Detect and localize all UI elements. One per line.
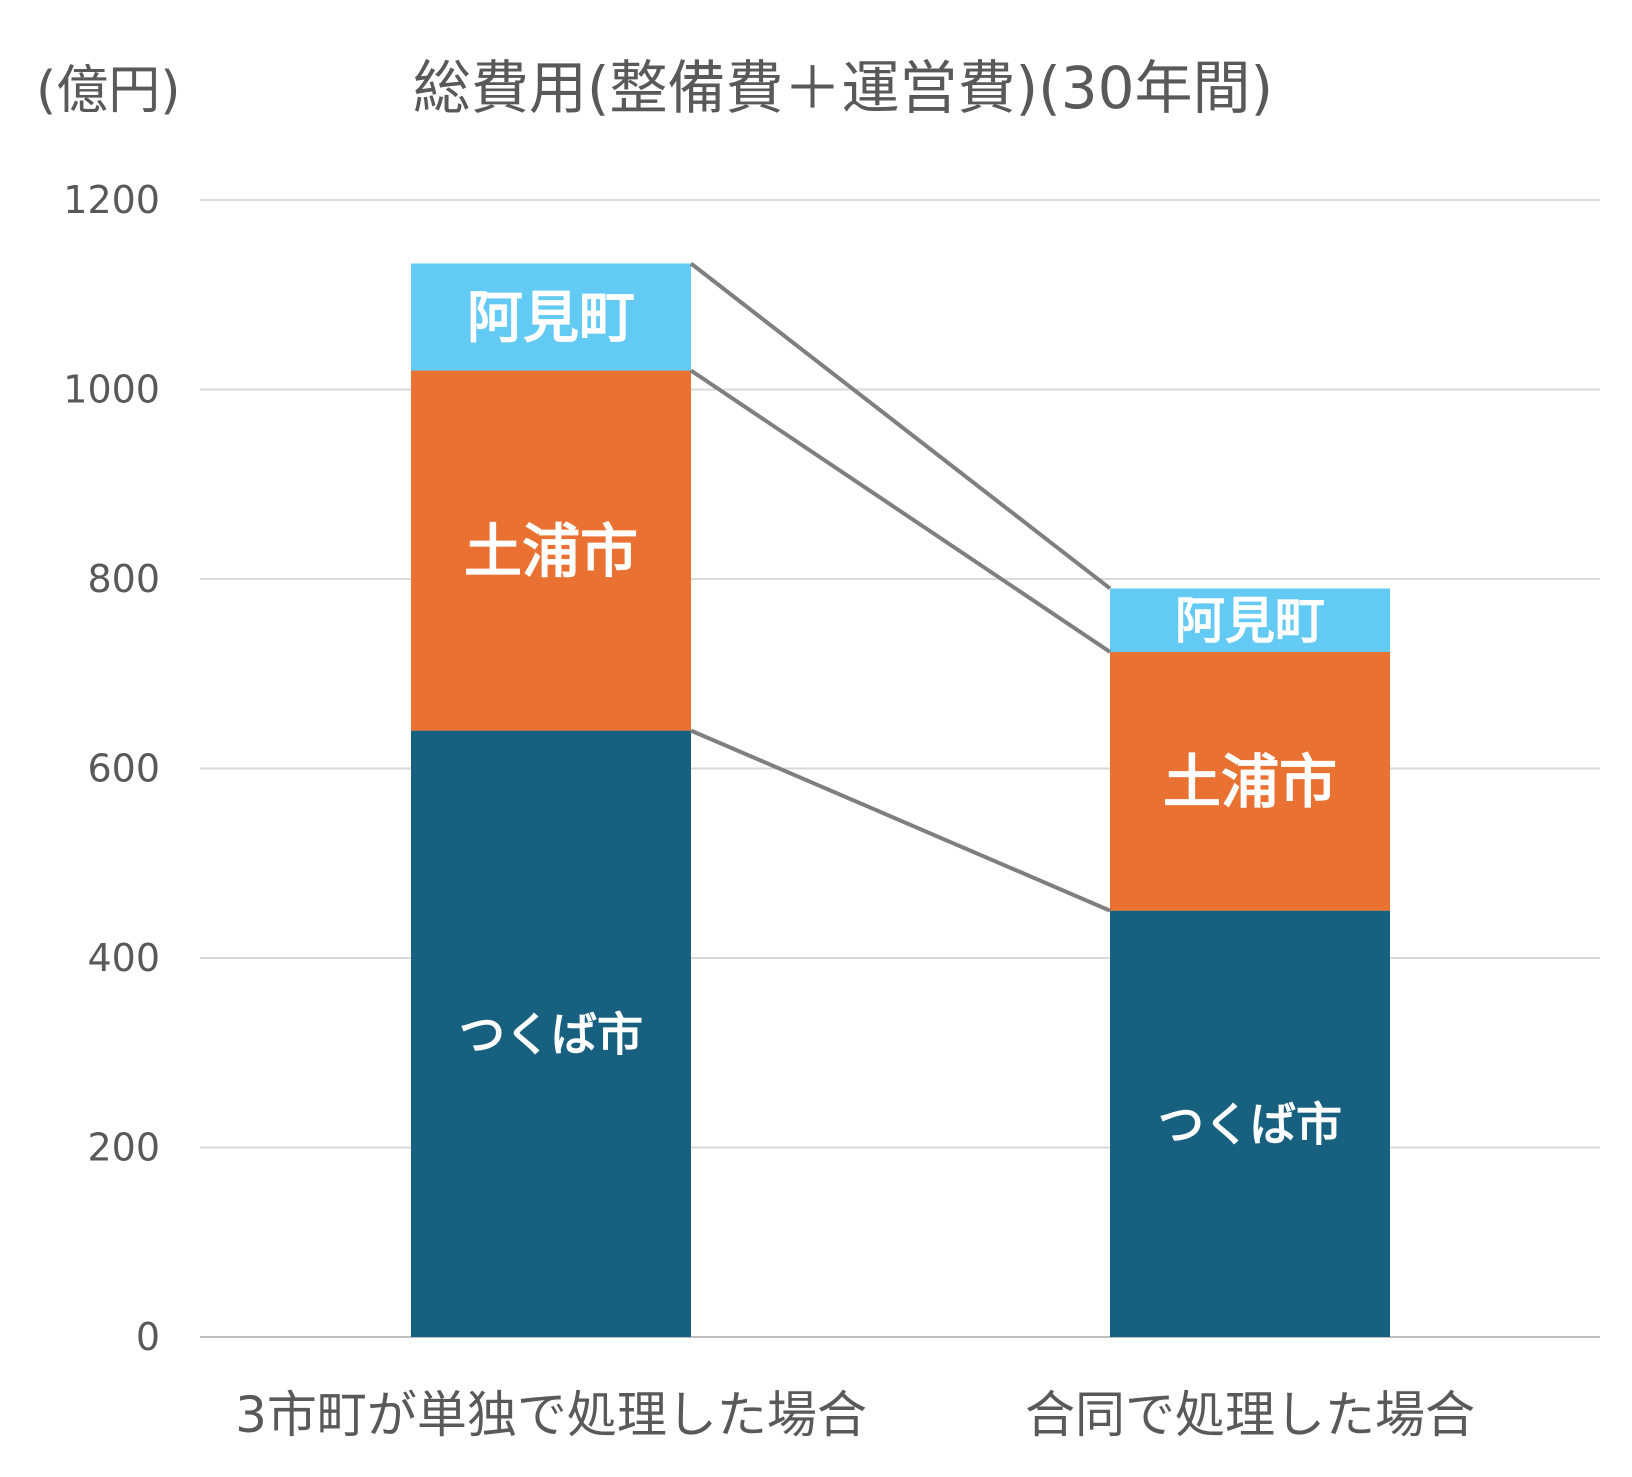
y-tick-label-200: 200 <box>87 1126 160 1170</box>
x-category-label-2: 合同で処理した場合 <box>1025 1386 1475 1444</box>
y-tick-label-0: 0 <box>136 1315 160 1359</box>
y-tick-label-800: 800 <box>87 557 160 601</box>
segment-label-1-1: つくば市 <box>459 1007 643 1061</box>
connector-line-2 <box>689 368 1112 654</box>
y-tick-label-1200: 1200 <box>63 178 160 222</box>
y-tick-label-600: 600 <box>87 747 160 791</box>
segment-label-1-2: 土浦市 <box>464 517 638 585</box>
x-axis-categories: 3市町が単独で処理した場合 合同で処理した場合 <box>235 1386 1475 1444</box>
bar-segment-2-2 <box>1110 651 1390 911</box>
bar-segment-2-1 <box>1110 910 1390 1337</box>
stacked-bars <box>411 263 1390 1337</box>
connector-lines <box>689 261 1112 913</box>
bar-segment-1-3 <box>411 263 691 371</box>
bar-segment-2-3 <box>1110 588 1390 652</box>
x-category-label-1: 3市町が単独で処理した場合 <box>235 1386 867 1444</box>
segment-label-2-2: 土浦市 <box>1163 748 1337 816</box>
y-axis-ticks: 0 200 400 600 800 1000 1200 <box>63 178 160 1359</box>
bar-segment-1-1 <box>411 730 691 1337</box>
y-unit-label: (億円) <box>36 61 181 121</box>
connector-line-1 <box>690 728 1111 913</box>
chart-title: 総費用(整備費＋運営費)(30年間) <box>413 54 1273 122</box>
segment-label-2-3: 阿見町 <box>1175 592 1325 650</box>
segment-label-2-1: つくば市 <box>1158 1097 1342 1151</box>
bar-segment-1-2 <box>411 370 691 731</box>
segment-label-1-3: 阿見町 <box>467 286 635 351</box>
y-tick-label-1000: 1000 <box>63 368 160 412</box>
y-tick-label-400: 400 <box>87 936 160 980</box>
connector-line-3 <box>689 261 1112 591</box>
